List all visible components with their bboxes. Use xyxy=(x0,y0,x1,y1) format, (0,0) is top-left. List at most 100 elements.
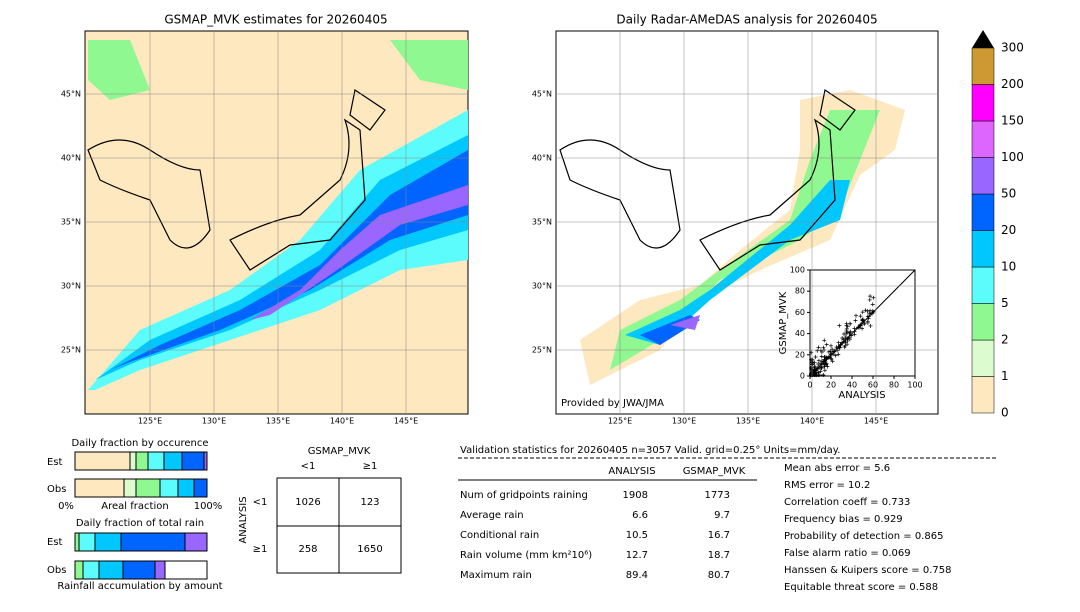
colorbar-segment xyxy=(971,303,995,341)
point xyxy=(848,330,853,335)
point xyxy=(858,323,863,328)
point xyxy=(868,294,873,299)
credit: Provided by JWA/JMA xyxy=(561,398,664,409)
row-label: Est xyxy=(47,537,63,548)
colorbar-label: 10 xyxy=(1001,260,1016,274)
axis-label: 100% xyxy=(194,501,223,512)
y-tick-label: 40 xyxy=(795,329,805,338)
column-label: <1 xyxy=(301,461,316,472)
point xyxy=(816,358,821,363)
cell-value: 258 xyxy=(298,544,317,555)
point xyxy=(842,344,847,349)
point xyxy=(833,353,838,358)
colorbar-label: 0 xyxy=(1001,406,1009,420)
point xyxy=(829,343,834,348)
point xyxy=(870,302,875,307)
lat-label: 35°N xyxy=(61,218,81,227)
lat-label: 25°N xyxy=(61,346,81,355)
colorbar-segment xyxy=(971,339,995,377)
point xyxy=(837,323,842,328)
right-coastline xyxy=(559,89,856,271)
map-title: GSMAP_MVK estimates for 20260405 xyxy=(164,13,387,27)
colorbar-label: 200 xyxy=(1001,77,1024,91)
score: Probability of detection = 0.865 xyxy=(784,531,943,542)
point xyxy=(852,326,857,331)
stat-value: 6.6 xyxy=(632,510,648,521)
point xyxy=(815,348,820,353)
point xyxy=(830,352,835,357)
point xyxy=(867,297,872,302)
point xyxy=(869,311,874,316)
point xyxy=(821,345,826,350)
lat-label: 35°N xyxy=(532,218,552,227)
point xyxy=(824,355,829,360)
point xyxy=(847,337,852,342)
colorbar-extend xyxy=(972,30,994,48)
lon-label: 145°E xyxy=(394,417,418,426)
lat-label: 45°N xyxy=(61,90,81,99)
x-tick-label: 20 xyxy=(826,381,836,390)
point xyxy=(868,323,873,328)
column-label: GSMAP_MVK xyxy=(683,466,746,477)
lat-label: 40°N xyxy=(532,154,552,163)
point xyxy=(860,310,865,315)
point xyxy=(857,325,862,330)
row-label: ≥1 xyxy=(253,544,268,555)
point xyxy=(845,336,850,341)
point xyxy=(856,324,861,329)
table-title: GSMAP_MVK xyxy=(308,446,371,457)
stat-value: 89.4 xyxy=(626,570,648,581)
point xyxy=(853,318,858,323)
point xyxy=(840,341,845,346)
point xyxy=(830,359,835,364)
colorbar-segment xyxy=(971,84,995,122)
lon-label: 140°E xyxy=(800,417,824,426)
point xyxy=(845,324,850,329)
colorbar-label: 20 xyxy=(1001,223,1016,237)
lat-label: 45°N xyxy=(532,90,552,99)
score: Correlation coeff = 0.733 xyxy=(784,497,910,508)
colorbar-label: 5 xyxy=(1001,296,1009,310)
colorbar-label: 1 xyxy=(1001,369,1009,383)
x-tick-label: 80 xyxy=(889,381,899,390)
point xyxy=(825,364,830,369)
stat-value: 16.7 xyxy=(708,530,730,541)
lon-label: 130°E xyxy=(202,417,226,426)
stat-value: 10.5 xyxy=(626,530,648,541)
x-tick-label: 40 xyxy=(847,381,857,390)
point xyxy=(834,345,839,350)
score: Equitable threat score = 0.588 xyxy=(784,582,938,593)
point xyxy=(817,364,822,369)
point xyxy=(849,333,854,338)
point xyxy=(812,360,817,365)
point xyxy=(853,313,858,318)
point xyxy=(865,309,870,314)
lat-label: 30°N xyxy=(532,282,552,291)
point xyxy=(844,321,849,326)
point xyxy=(826,349,831,354)
point xyxy=(824,362,829,367)
point xyxy=(812,365,817,370)
fraction-bars xyxy=(74,451,208,580)
row-label: Rain volume (mm km²10⁶) xyxy=(460,550,592,561)
lon-label: 135°E xyxy=(266,417,290,426)
column-label: ANALYSIS xyxy=(608,466,655,477)
row-label: Conditional rain xyxy=(460,530,539,541)
point xyxy=(871,309,876,314)
point xyxy=(871,295,876,300)
point xyxy=(809,350,814,355)
score: Mean abs error = 5.6 xyxy=(784,463,890,474)
stat-value: 1908 xyxy=(623,490,648,501)
point xyxy=(818,361,823,366)
point xyxy=(822,368,827,373)
point xyxy=(822,364,827,369)
point xyxy=(816,362,821,367)
point xyxy=(836,352,841,357)
point xyxy=(821,373,826,377)
point xyxy=(809,357,814,362)
point xyxy=(852,332,857,337)
stat-value: 9.7 xyxy=(714,510,730,521)
row-label: <1 xyxy=(253,497,268,508)
row-label: Num of gridpoints raining xyxy=(460,490,588,501)
cell-value: 1650 xyxy=(357,544,382,555)
